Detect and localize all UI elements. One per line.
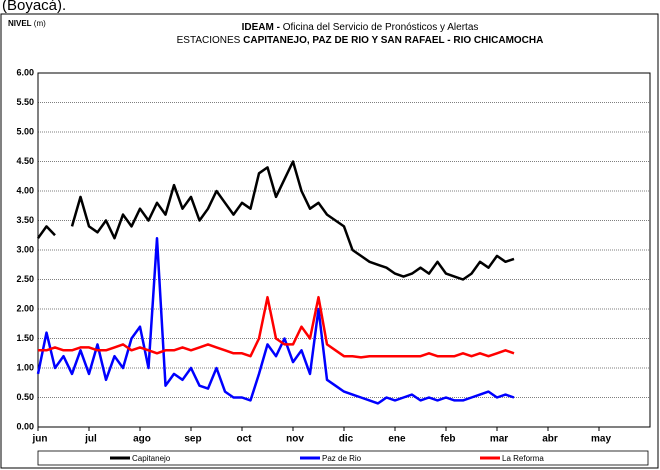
y-tick-label: 3.00 — [16, 244, 34, 254]
x-tick-label: oct — [237, 434, 253, 445]
y-tick-label: 6.00 — [16, 67, 34, 77]
title-part: IDEAM - — [242, 22, 280, 33]
y-tick-label: 0.00 — [16, 421, 34, 431]
x-tick-label: sep — [184, 434, 201, 445]
x-tick-label: may — [591, 434, 611, 445]
y-tick-label: 0.50 — [16, 392, 34, 402]
y-tick-label: 2.50 — [16, 274, 34, 284]
legend-label: La Reforma — [502, 454, 544, 463]
series-line — [36, 236, 515, 405]
title-part: Oficina del Servicio de Pronósticos y Al… — [280, 22, 478, 33]
x-tick-label: jun — [32, 434, 48, 445]
y-label: NIVEL (m) — [8, 19, 46, 28]
series-line — [36, 160, 515, 281]
y-tick-label: 1.50 — [16, 333, 34, 343]
caption: (Boyacá). — [2, 0, 66, 14]
y-tick-label: 5.50 — [16, 97, 34, 107]
series-line — [38, 295, 515, 359]
x-tick-label: ago — [133, 434, 151, 445]
x-tick-label: abr — [542, 434, 558, 445]
legend-label: Paz de Rio — [322, 454, 362, 463]
legend-box — [37, 450, 649, 466]
y-tick-label: 2.00 — [16, 303, 34, 313]
x-tick-label: nov — [286, 434, 304, 445]
y-tick-label: 3.50 — [16, 215, 34, 225]
title-line: ESTACIONES CAPITANEJO, PAZ DE RIO Y SAN … — [177, 35, 544, 46]
x-tick-label: feb — [441, 434, 456, 445]
legend-label: Capitanejo — [132, 454, 171, 463]
x-tick-label: jul — [84, 434, 97, 445]
x-tick-label: dic — [339, 434, 354, 445]
x-tick-label: mar — [490, 434, 508, 445]
x-tick-label: ene — [388, 434, 406, 445]
title-line: IDEAM - Oficina del Servicio de Pronósti… — [242, 22, 479, 33]
y-tick-label: 1.00 — [16, 362, 34, 372]
y-label-main: NIVEL — [8, 19, 32, 28]
y-tick-label: 4.00 — [16, 185, 34, 195]
y-tick-label: 5.00 — [16, 126, 34, 136]
frame — [0, 13, 659, 469]
y-tick-label: 4.50 — [16, 156, 34, 166]
y-label-unit: (m) — [32, 19, 47, 28]
title-part: CAPITANEJO, PAZ DE RIO Y SAN RAFAEL - RI… — [243, 35, 543, 46]
title-part: ESTACIONES — [177, 35, 244, 46]
